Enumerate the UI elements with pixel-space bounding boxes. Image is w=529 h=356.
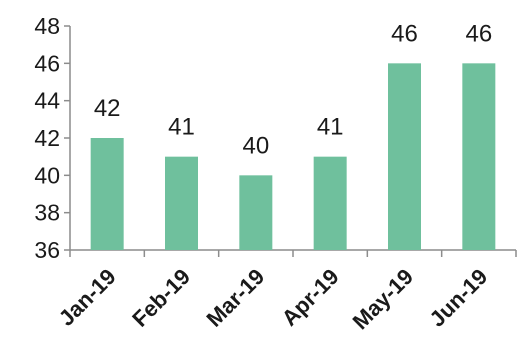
y-tick-label: 36 [34,237,60,263]
y-tick-label: 42 [34,125,60,151]
x-tick-label: Jun-19 [425,264,493,332]
x-axis: Jan-19 Feb-19 Mar-19 Apr-19 May-19 Jun-19 [54,249,517,334]
y-axis: 36 38 40 42 44 46 48 [34,13,71,263]
y-tick-label: 44 [34,88,60,114]
bar-mar-19 [239,175,273,250]
data-label: 41 [317,114,344,141]
data-label: 42 [94,95,121,122]
data-label: 40 [242,132,269,159]
y-tick-label: 46 [34,50,60,76]
data-labels: 42 41 40 41 46 46 [94,20,492,159]
bar-feb-19 [165,156,198,250]
bars [90,63,496,251]
x-tick-label: May-19 [348,264,418,334]
x-tick-label: Feb-19 [127,264,195,332]
data-label: 46 [391,20,418,47]
bar-jun-19 [462,63,496,251]
bar-may-19 [388,63,421,251]
y-tick-label: 40 [34,162,60,188]
y-tick-label: 48 [34,13,60,39]
data-label: 46 [465,20,492,47]
data-label: 41 [168,114,195,141]
x-tick-label: Jan-19 [54,264,121,331]
y-tick-label: 38 [34,200,60,226]
bar-jan-19 [90,138,124,250]
bar-apr-19 [313,156,347,250]
x-tick-label: Mar-19 [202,264,270,332]
x-tick-label: Apr-19 [277,264,344,331]
